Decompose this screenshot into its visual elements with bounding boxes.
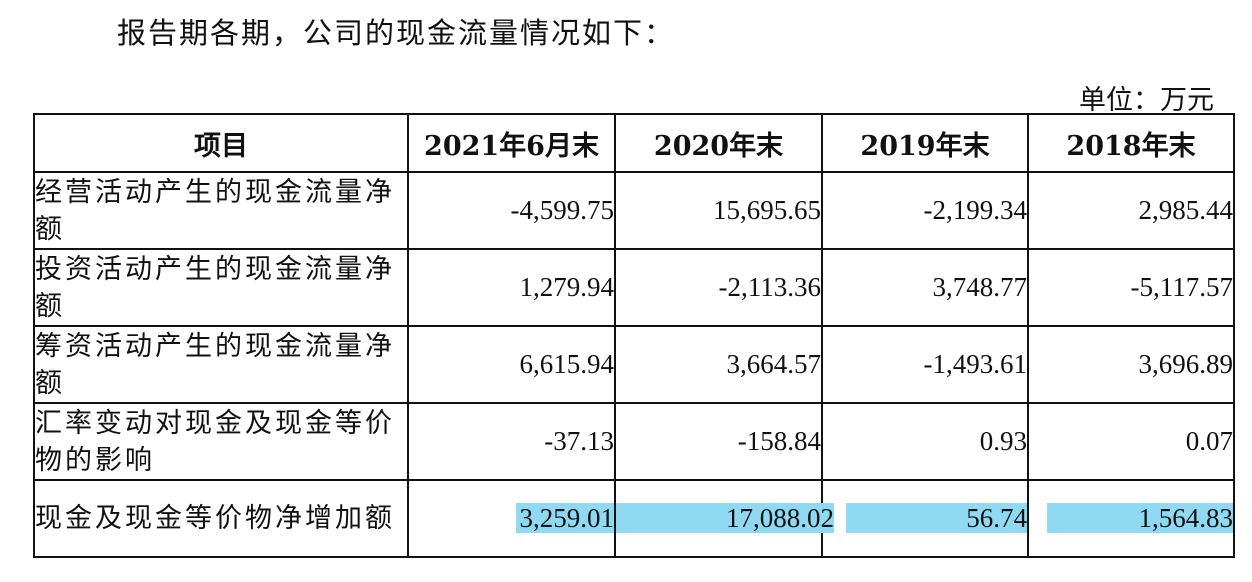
- cell-value: -2,113.36: [614, 248, 823, 327]
- row-label: 经营活动产生的现金流量净额: [33, 171, 409, 250]
- row-label: 汇率变动对现金及现金等价物的影响: [33, 402, 409, 481]
- cell-value-highlighted: 56.74: [821, 479, 1029, 558]
- cell-value: -5,117.57: [1027, 248, 1235, 327]
- row-label: 筹资活动产生的现金流量净额: [33, 325, 409, 404]
- row-label: 现金及现金等价物净增加额: [33, 479, 409, 558]
- header-2019: 2019年末: [821, 113, 1029, 173]
- cell-value: 3,664.57: [614, 325, 823, 404]
- cell-value: -2,199.34: [821, 171, 1029, 250]
- table-header-row: 项目 2021年6月末 2020年末 2019年末 2018年末: [33, 113, 1235, 173]
- header-2018: 2018年末: [1027, 113, 1235, 173]
- unit-label: 单位：万元: [1079, 85, 1214, 116]
- header-2020: 2020年末: [614, 113, 823, 173]
- cell-value: -1,493.61: [821, 325, 1029, 404]
- cell-value-highlighted: 17,088.02: [614, 479, 834, 558]
- table-row: 投资活动产生的现金流量净额 1,279.94 -2,113.36 3,748.7…: [33, 248, 1235, 327]
- cell-value: 1,279.94: [407, 248, 616, 327]
- cell-value: -37.13: [407, 402, 616, 481]
- header-item: 项目: [33, 113, 409, 173]
- cell-value: 0.07: [1027, 402, 1235, 481]
- table-row: 经营活动产生的现金流量净额 -4,599.75 15,695.65 -2,199…: [33, 171, 1235, 250]
- row-label: 投资活动产生的现金流量净额: [33, 248, 409, 327]
- table-row: 汇率变动对现金及现金等价物的影响 -37.13 -158.84 0.93 0.0…: [33, 402, 1235, 481]
- cell-value: 3,748.77: [821, 248, 1029, 327]
- cell-value: -4,599.75: [407, 171, 616, 250]
- table-row: 筹资活动产生的现金流量净额 6,615.94 3,664.57 -1,493.6…: [33, 325, 1235, 404]
- highlighted-value: 56.74: [846, 503, 1027, 533]
- table-row-total: 现金及现金等价物净增加额 3,259.01 17,088.02 56.74 1,…: [33, 479, 1235, 558]
- cash-flow-table: 项目 2021年6月末 2020年末 2019年末 2018年末 经营活动产生的…: [33, 113, 1235, 558]
- cell-value: 3,696.89: [1027, 325, 1235, 404]
- highlighted-value: 17,088.02: [616, 503, 834, 533]
- intro-text: 报告期各期，公司的现金流量情况如下：: [117, 16, 676, 50]
- header-2021-jun: 2021年6月末: [407, 113, 616, 173]
- cell-value-highlighted: 1,564.83: [1027, 479, 1235, 558]
- cell-value: 0.93: [821, 402, 1029, 481]
- cell-value: 2,985.44: [1027, 171, 1235, 250]
- cell-value: -158.84: [614, 402, 823, 481]
- highlighted-value: 1,564.83: [1046, 503, 1233, 533]
- highlighted-value: 3,259.01: [515, 503, 614, 533]
- cell-value-highlighted: 3,259.01: [407, 479, 616, 558]
- cell-value: 15,695.65: [614, 171, 823, 250]
- cell-value: 6,615.94: [407, 325, 616, 404]
